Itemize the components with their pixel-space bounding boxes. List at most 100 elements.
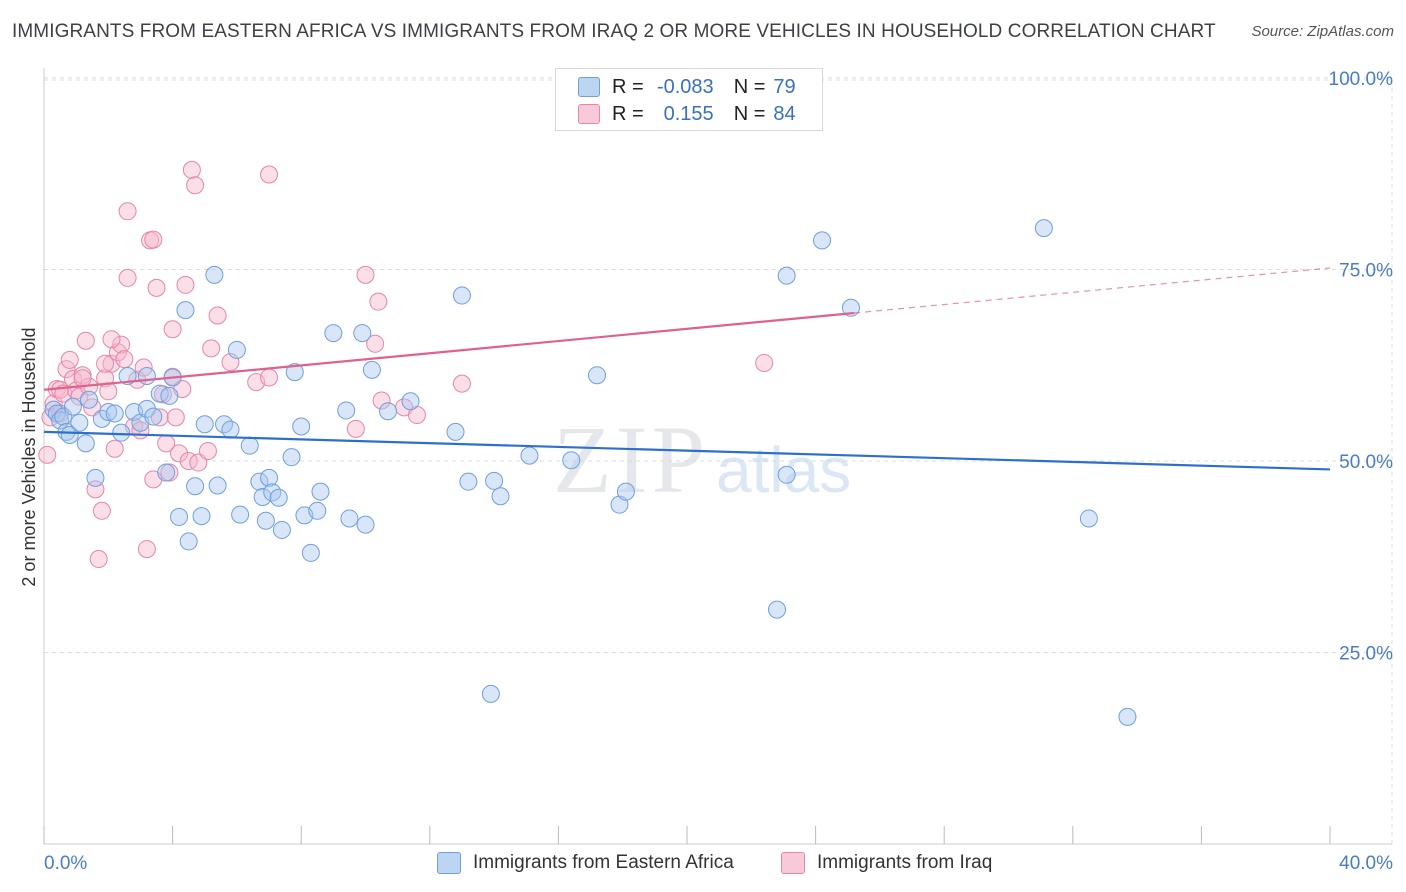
point-eastern-africa [491, 487, 510, 506]
y-tick-label: 100.0% [1329, 69, 1394, 90]
point-iraq [38, 445, 57, 464]
legend-r-label: R = [612, 102, 644, 125]
legend-n-value: 79 [773, 75, 796, 98]
point-iraq [147, 278, 166, 297]
legend-n-value: 84 [773, 102, 796, 125]
point-eastern-africa [340, 509, 359, 528]
point-eastern-africa [379, 402, 398, 421]
legend-swatch-pink [578, 104, 600, 124]
point-eastern-africa [446, 422, 465, 441]
point-iraq [260, 368, 279, 387]
point-iraq [179, 452, 198, 470]
point-iraq [346, 419, 365, 438]
point-eastern-africa [80, 390, 99, 409]
trend-line-eastern-africa [43, 430, 1331, 471]
legend-swatch-blue [578, 77, 600, 97]
point-eastern-africa [269, 488, 288, 507]
point-eastern-africa [170, 507, 189, 526]
point-iraq [166, 408, 185, 427]
point-eastern-africa [777, 266, 796, 285]
point-iraq [105, 439, 124, 458]
point-eastern-africa [768, 600, 787, 619]
point-iraq [755, 353, 774, 372]
point-iraq [198, 442, 217, 461]
point-eastern-africa [356, 515, 375, 534]
point-eastern-africa [292, 417, 311, 436]
point-eastern-africa [301, 543, 320, 562]
point-eastern-africa [86, 468, 105, 487]
point-iraq [366, 334, 385, 353]
y-axis-label: 2 or more Vehicles in Household [19, 327, 39, 586]
point-eastern-africa [324, 324, 343, 343]
legend-n-label: N = [733, 102, 766, 125]
point-iraq [170, 444, 189, 463]
legend-r-value: -0.083 [656, 75, 714, 98]
point-iraq [118, 268, 137, 287]
watermark-zip: ZIP [553, 406, 709, 513]
point-iraq [182, 160, 201, 179]
point-eastern-africa [70, 413, 89, 432]
point-eastern-africa [813, 231, 832, 250]
y-tick-label: 25.0% [1339, 644, 1393, 665]
point-eastern-africa [777, 465, 796, 484]
point-eastern-africa [1118, 707, 1137, 726]
point-eastern-africa [60, 425, 79, 444]
point-eastern-africa [195, 415, 214, 434]
point-eastern-africa [105, 404, 124, 423]
point-eastern-africa [285, 363, 304, 382]
point-eastern-africa [240, 436, 259, 455]
point-iraq [92, 501, 111, 520]
point-eastern-africa [308, 501, 327, 520]
point-eastern-africa [841, 298, 860, 317]
trend-line-iraq [43, 311, 855, 391]
y-tick-label: 50.0% [1339, 452, 1393, 473]
point-iraq [189, 453, 208, 472]
point-eastern-africa [1079, 509, 1098, 528]
point-iraq [208, 306, 227, 325]
point-iraq [76, 331, 95, 350]
point-eastern-africa [282, 448, 301, 467]
bottom-legend-iraq: Immigrants from Iraq [781, 852, 992, 874]
point-eastern-africa [452, 286, 471, 305]
point-eastern-africa [144, 407, 163, 426]
trend-lines [43, 267, 1331, 471]
legend-n-label: N = [733, 75, 766, 98]
point-eastern-africa [221, 420, 240, 439]
point-iraq [73, 369, 92, 388]
bottom-legend-swatch-pink [781, 852, 805, 874]
point-eastern-africa [610, 495, 629, 514]
point-eastern-africa [231, 505, 250, 524]
point-eastern-africa [485, 471, 504, 490]
bottom-legend-label: Immigrants from Eastern Africa [473, 852, 734, 873]
point-eastern-africa [112, 423, 131, 442]
point-eastern-africa [362, 360, 381, 379]
point-iraq [372, 391, 391, 410]
point-iraq [356, 265, 375, 284]
x-tick-label: 0.0% [44, 853, 87, 874]
point-eastern-africa [137, 366, 156, 385]
bottom-legend-label: Immigrants from Iraq [817, 852, 993, 873]
point-iraq [70, 387, 89, 406]
source-credit: Source: ZipAtlas.com [1251, 23, 1394, 40]
point-eastern-africa [311, 482, 330, 501]
point-eastern-africa [192, 507, 211, 526]
point-eastern-africa [1034, 219, 1053, 238]
legend-row-eastern-africa: R = -0.083 N = 79 [578, 74, 796, 100]
point-eastern-africa [54, 407, 73, 426]
x-tick-label: 40.0% [1339, 853, 1393, 874]
legend-r-label: R = [612, 75, 644, 98]
point-iraq [137, 540, 156, 559]
point-eastern-africa [227, 340, 246, 359]
point-iraq [202, 339, 221, 358]
point-eastern-africa [208, 476, 227, 495]
point-eastern-africa [160, 386, 179, 405]
point-iraq [99, 382, 118, 401]
point-iraq [89, 550, 108, 569]
chart-title: IMMIGRANTS FROM EASTERN AFRICA VS IMMIGR… [12, 21, 1216, 42]
point-eastern-africa [118, 366, 137, 385]
point-iraq [452, 374, 471, 393]
axes [43, 68, 1392, 845]
point-eastern-africa [99, 402, 118, 421]
point-eastern-africa [63, 397, 82, 416]
point-eastern-africa [459, 472, 478, 491]
